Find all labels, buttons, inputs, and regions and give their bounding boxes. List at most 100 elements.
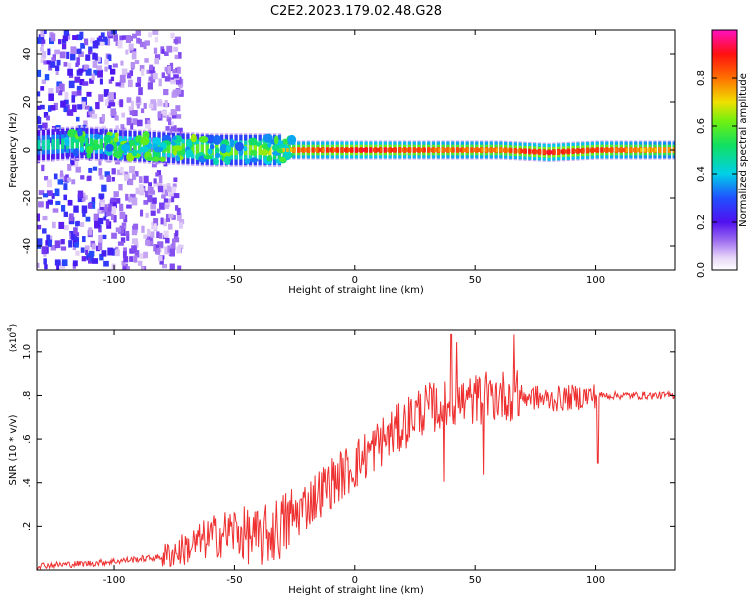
spectrogram-noise-cell	[130, 62, 136, 69]
x-tick-label: 0	[352, 275, 358, 286]
spectrogram-noise-cell	[54, 188, 60, 197]
snr-y-ticks: .2 .4 .6 .8 1.0	[22, 344, 675, 531]
spectrogram-noise-cell	[111, 176, 115, 182]
spectrogram-ridge-cell	[455, 148, 459, 152]
spectrogram-band-cell	[388, 147, 392, 153]
spectrogram-noise-cell	[79, 31, 84, 39]
snr-y-exponent-power: 4	[6, 327, 14, 332]
spectrogram-blob	[121, 143, 131, 152]
spectrogram-noise-cell	[53, 173, 58, 180]
colorbar-tick-label: 0.6	[696, 118, 707, 134]
spectrogram-band-cell	[619, 147, 623, 153]
spectrogram-noise-cell	[114, 249, 120, 257]
spectrogram-noise-cell	[63, 183, 68, 191]
spectrogram-noise-cell	[127, 178, 134, 186]
spectrogram-blob	[244, 158, 251, 165]
spectrogram-ridge-cell	[441, 148, 444, 152]
spectrogram-blob	[126, 152, 135, 162]
spectrogram-noise-cell	[111, 200, 117, 209]
spectrogram-blob	[86, 146, 94, 155]
spectrogram-noise-cell	[85, 54, 91, 61]
spectrogram-noise-cell	[134, 60, 140, 65]
spectrogram-noise-cell	[170, 125, 177, 133]
spectrogram-y-axis-label: Frequency (Hz)	[8, 112, 19, 188]
spectrogram-noise-cell	[59, 173, 64, 181]
spectrogram-noise-cell	[120, 60, 124, 66]
spectrogram-noise-cell	[129, 110, 135, 116]
spectrogram-noise-cell	[153, 218, 159, 226]
spectrogram-noise-cell	[179, 222, 184, 229]
colorbar-tick-label: 0.4	[696, 166, 707, 182]
spectrogram-noise-cell	[37, 37, 42, 44]
spectrogram-band-cell	[662, 147, 667, 153]
spectrogram-noise-cell	[55, 65, 60, 71]
spectrogram-noise-cell	[173, 177, 178, 183]
spectrogram-noise-cell	[133, 241, 139, 248]
spectrogram-noise-cell	[73, 205, 79, 213]
spectrogram-blob	[151, 156, 161, 162]
spectrogram-noise-cell	[145, 124, 151, 129]
spectrogram-noise-cell	[40, 104, 45, 110]
spectrogram-noise-cell	[55, 67, 59, 75]
spectrogram-noise-cell	[175, 88, 182, 95]
spectrogram-noise-cell	[113, 215, 117, 223]
spectrogram-x-ticks: -100 -50 0 50 100	[103, 30, 605, 286]
spectrogram-band-cell	[85, 138, 89, 149]
spectrogram-blob	[175, 155, 181, 162]
spectrogram-noise-cell	[119, 225, 125, 234]
spectrogram-noise-cell	[126, 72, 132, 79]
spectrogram-noise-cell	[87, 202, 93, 209]
spectrogram-noise-cell	[150, 78, 156, 83]
spectrogram-noise-cell	[112, 63, 118, 68]
spectrogram-noise-cell	[66, 51, 70, 59]
spectrogram-noise-cell	[37, 105, 42, 110]
spectrogram-noise-cell	[157, 255, 163, 262]
spectrogram-ridge-cell	[632, 148, 636, 152]
spectrogram-band-cell	[56, 138, 60, 150]
spectrogram-noise-cell	[39, 138, 43, 144]
spectrogram-noise-cell	[166, 45, 173, 53]
spectrogram-noise-cell	[121, 112, 125, 118]
spectrogram-noise-cell	[80, 43, 86, 49]
spectrogram-noise-cell	[56, 59, 61, 66]
spectrogram-band-cell	[41, 139, 46, 151]
spectrogram-noise-cell	[176, 66, 181, 74]
spectrogram-noise-cell	[169, 128, 174, 136]
spectrogram-noise-cell	[170, 32, 175, 39]
spectrogram-ridge-cell	[401, 148, 405, 152]
spectrogram-noise-cell	[119, 35, 124, 41]
spectrogram-noise-cell	[149, 64, 154, 71]
y-tick-label: -20	[22, 190, 33, 206]
spectrogram-noise-cell	[148, 103, 154, 109]
spectrogram-noise-cell	[51, 193, 55, 199]
spectrogram-noise-cell	[70, 46, 77, 54]
spectrogram-noise-cell	[140, 108, 145, 114]
spectrogram-ridge-cell	[596, 148, 600, 152]
spectrogram-noise-cell	[177, 127, 183, 136]
spectrogram-ridge-cell	[437, 148, 441, 152]
spectrogram-blob	[234, 141, 244, 152]
spectrogram-noise-cell	[126, 117, 132, 126]
spectrogram-noise-cell	[169, 263, 175, 270]
spectrogram-noise-cell	[136, 104, 140, 109]
spectrogram-noise-cell	[42, 122, 48, 130]
spectrogram-noise-cell	[150, 231, 155, 238]
spectrogram-ridge-cell	[448, 148, 452, 152]
spectrogram-noise-cell	[155, 172, 159, 177]
spectrogram-noise-cell	[87, 175, 92, 181]
spectrogram-ridge-cell	[607, 148, 611, 152]
spectrogram-noise-cell	[37, 69, 42, 77]
spectrogram-blob	[112, 150, 123, 158]
y-tick-label: 40	[22, 48, 33, 61]
spectrogram-noise-cell	[81, 205, 88, 214]
spectrogram-noise-cell	[153, 178, 157, 184]
spectrogram-noise-cell	[103, 89, 109, 97]
spectrogram-noise-cell	[103, 260, 109, 267]
spectrogram-ridge-cell	[589, 148, 593, 153]
spectrogram-noise-cell	[171, 214, 176, 220]
spectrogram-band-cell	[316, 147, 320, 153]
spectrogram-noise-cell	[101, 250, 107, 257]
spectrogram-noise-cell	[127, 79, 133, 88]
spectrogram-noise-cell	[76, 57, 80, 66]
spectrogram-blob	[260, 149, 269, 156]
